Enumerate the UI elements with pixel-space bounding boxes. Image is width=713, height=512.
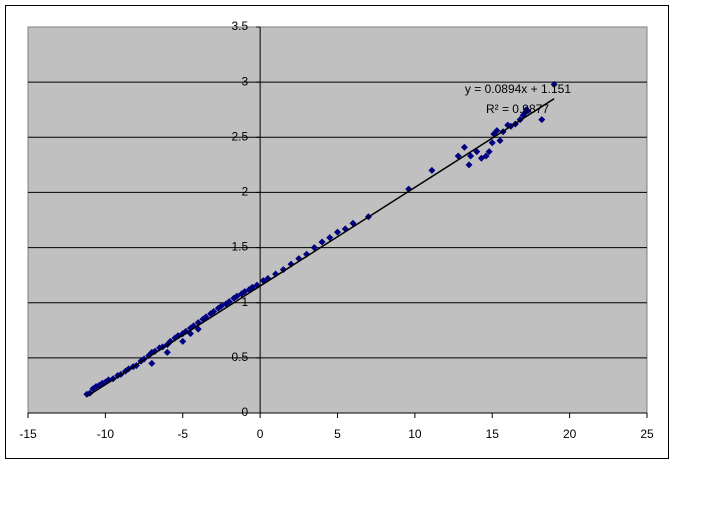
- point: [326, 234, 334, 242]
- point: [460, 143, 468, 151]
- point: [465, 161, 473, 169]
- point: [151, 347, 159, 355]
- x-tick-label: -10: [97, 427, 115, 441]
- x-tick-label: 15: [486, 427, 500, 441]
- plot-area: [27, 26, 648, 414]
- equation-label: y = 0.0894x + 1.151: [465, 82, 571, 96]
- point: [467, 152, 475, 160]
- point: [550, 80, 558, 88]
- y-tick-label: 1: [241, 295, 248, 309]
- point: [482, 152, 490, 160]
- point: [310, 244, 318, 252]
- point: [334, 228, 341, 236]
- point: [179, 337, 187, 345]
- y-tick-label: 0.5: [231, 350, 248, 364]
- point: [496, 137, 504, 145]
- y-tick-label: 3: [241, 74, 248, 88]
- point: [488, 139, 496, 147]
- point: [454, 152, 462, 160]
- y-tick-label: 2.5: [231, 129, 248, 143]
- point: [524, 107, 532, 115]
- point: [485, 148, 493, 156]
- y-tick-label: 2: [241, 185, 248, 199]
- y-tick-label: 1.5: [231, 240, 248, 254]
- y-tick-label: 0: [241, 405, 248, 419]
- x-tick-label: -5: [177, 427, 188, 441]
- point: [225, 298, 233, 306]
- y-tick-label: 3.5: [231, 19, 248, 33]
- trendline: [86, 98, 555, 398]
- x-tick-label: 0: [257, 427, 264, 441]
- point: [428, 166, 436, 174]
- point: [493, 127, 501, 135]
- point: [210, 308, 218, 316]
- x-tick-label: -15: [19, 427, 37, 441]
- point: [279, 266, 287, 274]
- point: [163, 348, 171, 356]
- x-tick-label: 5: [334, 427, 341, 441]
- point: [166, 337, 174, 345]
- x-tick-label: 25: [640, 427, 654, 441]
- point: [538, 116, 546, 124]
- point: [318, 238, 326, 246]
- r-squared-label: R² = 0.9877: [486, 102, 549, 116]
- point: [148, 359, 156, 367]
- x-tick-label: 10: [408, 427, 422, 441]
- x-tick-label: 20: [563, 427, 577, 441]
